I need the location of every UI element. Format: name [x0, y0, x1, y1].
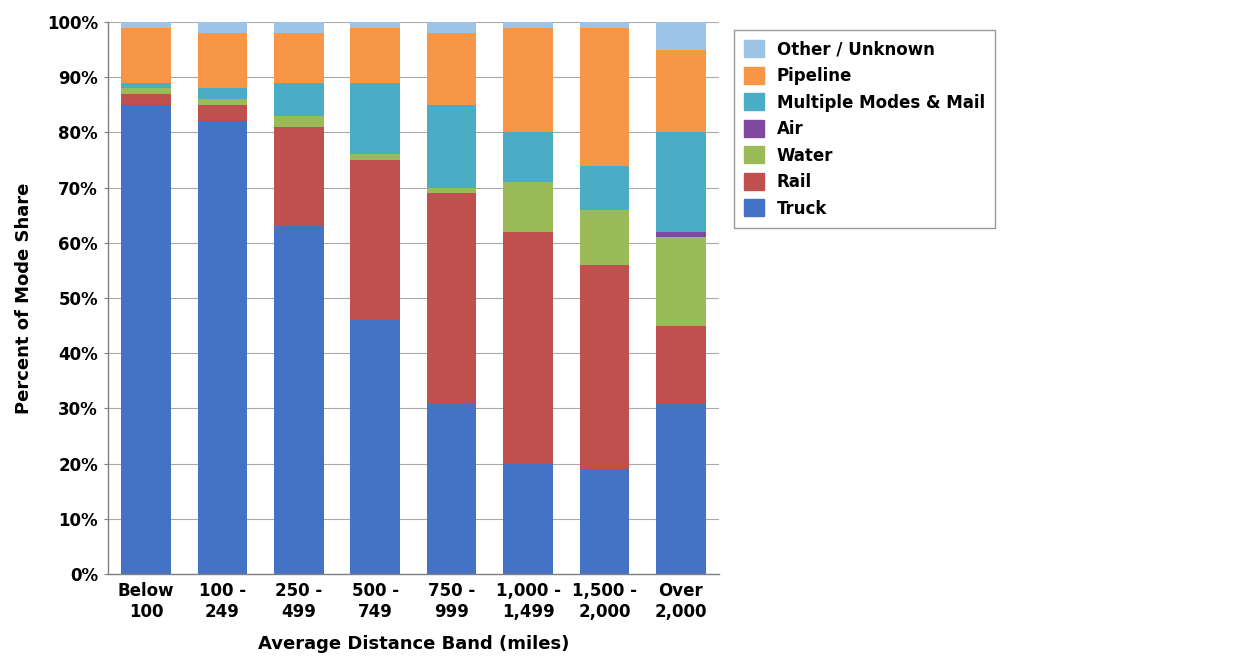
Bar [580, 22, 629, 27]
Bar [426, 33, 477, 105]
X-axis label: Average Distance Band (miles): Average Distance Band (miles) [258, 635, 569, 653]
Bar [350, 27, 400, 83]
Bar [121, 88, 171, 94]
Bar [198, 100, 247, 105]
Bar [580, 27, 629, 166]
Bar [350, 83, 400, 154]
Y-axis label: Percent of Mode Share: Percent of Mode Share [15, 182, 33, 413]
Bar [426, 403, 477, 574]
Bar [656, 237, 706, 325]
Bar [580, 265, 629, 469]
Bar [503, 232, 552, 464]
Bar [121, 94, 171, 105]
Bar [580, 166, 629, 210]
Bar [198, 122, 247, 574]
Bar [426, 22, 477, 33]
Bar [503, 22, 552, 27]
Bar [656, 232, 706, 237]
Bar [274, 226, 324, 574]
Legend: Other / Unknown, Pipeline, Multiple Modes & Mail, Air, Water, Rail, Truck: Other / Unknown, Pipeline, Multiple Mode… [734, 30, 995, 228]
Bar [503, 464, 552, 574]
Bar [274, 33, 324, 83]
Bar [198, 105, 247, 122]
Bar [503, 27, 552, 132]
Bar [580, 210, 629, 265]
Bar [121, 105, 171, 574]
Bar [503, 132, 552, 182]
Bar [350, 320, 400, 574]
Bar [198, 88, 247, 100]
Bar [656, 403, 706, 574]
Bar [121, 22, 171, 27]
Bar [350, 154, 400, 160]
Bar [121, 27, 171, 83]
Bar [274, 22, 324, 33]
Bar [274, 116, 324, 127]
Bar [274, 83, 324, 116]
Bar [656, 132, 706, 232]
Bar [656, 49, 706, 132]
Bar [350, 160, 400, 320]
Bar [198, 22, 247, 33]
Bar [274, 127, 324, 226]
Bar [503, 182, 552, 232]
Bar [580, 469, 629, 574]
Bar [121, 83, 171, 88]
Bar [426, 193, 477, 403]
Bar [426, 105, 477, 188]
Bar [656, 22, 706, 49]
Bar [426, 188, 477, 193]
Bar [350, 22, 400, 27]
Bar [198, 33, 247, 88]
Bar [656, 325, 706, 403]
